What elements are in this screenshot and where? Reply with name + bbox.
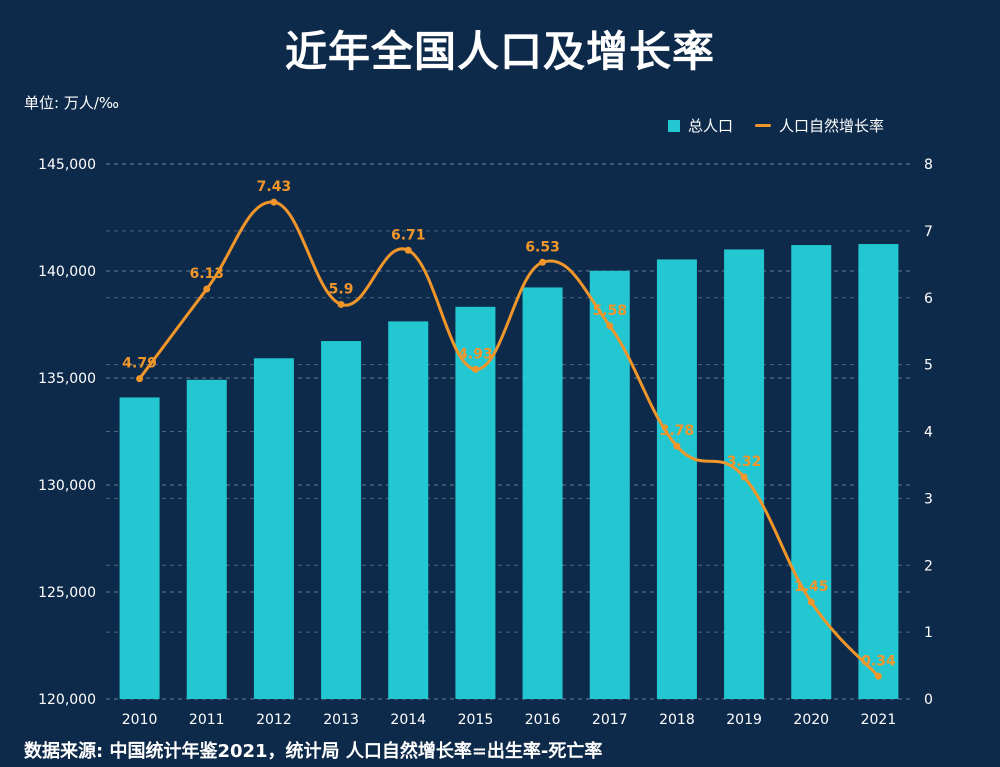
source-footer: 数据来源: 中国统计年鉴2021，统计局 人口自然增长率=出生率-死亡率 <box>24 741 603 762</box>
growth-rate-point-2018 <box>673 442 681 450</box>
x-tick-label: 2010 <box>122 712 158 728</box>
growth-rate-point-2012 <box>270 198 278 206</box>
growth-rate-point-2016 <box>539 258 547 266</box>
bar-2013 <box>321 341 362 699</box>
growth-rate-data-label: 3.78 <box>660 423 695 439</box>
growth-rate-data-label: 6.13 <box>189 266 224 282</box>
x-tick-label: 2017 <box>592 712 628 728</box>
growth-rate-point-2015 <box>471 365 479 373</box>
y-right-tick-label: 5 <box>924 358 933 374</box>
x-tick-label: 2014 <box>390 712 426 728</box>
growth-rate-data-label: 1.45 <box>794 579 829 595</box>
legend-line-swatch <box>755 124 772 127</box>
bar-2012 <box>253 358 294 699</box>
bar-2018 <box>656 259 697 699</box>
x-tick-label: 2021 <box>861 712 897 728</box>
y-left-tick-label: 120,000 <box>38 692 96 708</box>
y-right-tick-label: 8 <box>924 157 933 173</box>
y-left-tick-label: 135,000 <box>38 371 96 387</box>
growth-rate-data-label: 7.43 <box>257 179 292 195</box>
growth-rate-data-label: 0.34 <box>861 653 896 669</box>
x-tick-label: 2020 <box>793 712 829 728</box>
growth-rate-data-label: 5.58 <box>592 303 627 319</box>
y-right-tick-label: 7 <box>924 224 933 240</box>
bar-2017 <box>589 270 630 699</box>
bar-2021 <box>858 244 899 699</box>
growth-rate-line <box>138 200 880 678</box>
y-right-tick-label: 0 <box>924 692 933 708</box>
growth-rate-data-label: 3.32 <box>727 454 762 470</box>
bar-2015 <box>455 306 496 699</box>
y-right-tick-label: 1 <box>924 625 933 641</box>
growth-rate-data-label: 6.71 <box>391 227 426 243</box>
legend-bar-label: 总人口 <box>688 117 734 135</box>
bar-2011 <box>186 379 227 699</box>
legend-bar-swatch <box>668 119 680 132</box>
bar-2016 <box>522 287 563 699</box>
x-tick-label: 2015 <box>458 712 494 728</box>
x-tick-label: 2018 <box>659 712 695 728</box>
y-right-tick-label: 3 <box>924 491 933 507</box>
bar-2010 <box>119 397 160 699</box>
x-tick-label: 2011 <box>189 712 225 728</box>
x-tick-label: 2013 <box>323 712 359 728</box>
y-left-tick-label: 125,000 <box>38 585 96 601</box>
legend: 总人口 人口自然增长率 <box>668 115 884 136</box>
y-right-tick-label: 2 <box>924 558 933 574</box>
x-tick-label: 2016 <box>525 712 561 728</box>
growth-rate-point-2021 <box>874 672 882 680</box>
y-left-tick-label: 145,000 <box>38 157 96 173</box>
growth-rate-data-label: 4.79 <box>122 356 157 372</box>
growth-rate-data-label: 6.53 <box>525 239 560 255</box>
legend-line-label: 人口自然增长率 <box>779 117 885 135</box>
growth-rate-data-label: 5.9 <box>329 281 354 297</box>
y-left-tick-label: 130,000 <box>38 478 96 494</box>
growth-rate-point-2017 <box>606 322 614 330</box>
bar-2014 <box>388 321 429 699</box>
bar-2020 <box>791 245 832 699</box>
growth-rate-point-2010 <box>136 375 144 383</box>
growth-rate-point-2020 <box>807 598 815 606</box>
unit-label: 单位: 万人/‰ <box>24 94 120 112</box>
growth-rate-point-2019 <box>740 473 748 481</box>
y-right-tick-label: 4 <box>924 425 933 441</box>
x-tick-label: 2019 <box>726 712 762 728</box>
growth-rate-data-label: 4.93 <box>458 346 493 362</box>
growth-rate-point-2011 <box>203 285 211 293</box>
chart-title: 近年全国人口及增长率 <box>284 27 715 76</box>
growth-rate-point-2013 <box>337 300 345 308</box>
x-tick-label: 2012 <box>256 712 292 728</box>
growth-rate-point-2014 <box>404 246 412 254</box>
y-right-tick-label: 6 <box>924 291 933 307</box>
y-left-tick-label: 140,000 <box>38 264 96 280</box>
